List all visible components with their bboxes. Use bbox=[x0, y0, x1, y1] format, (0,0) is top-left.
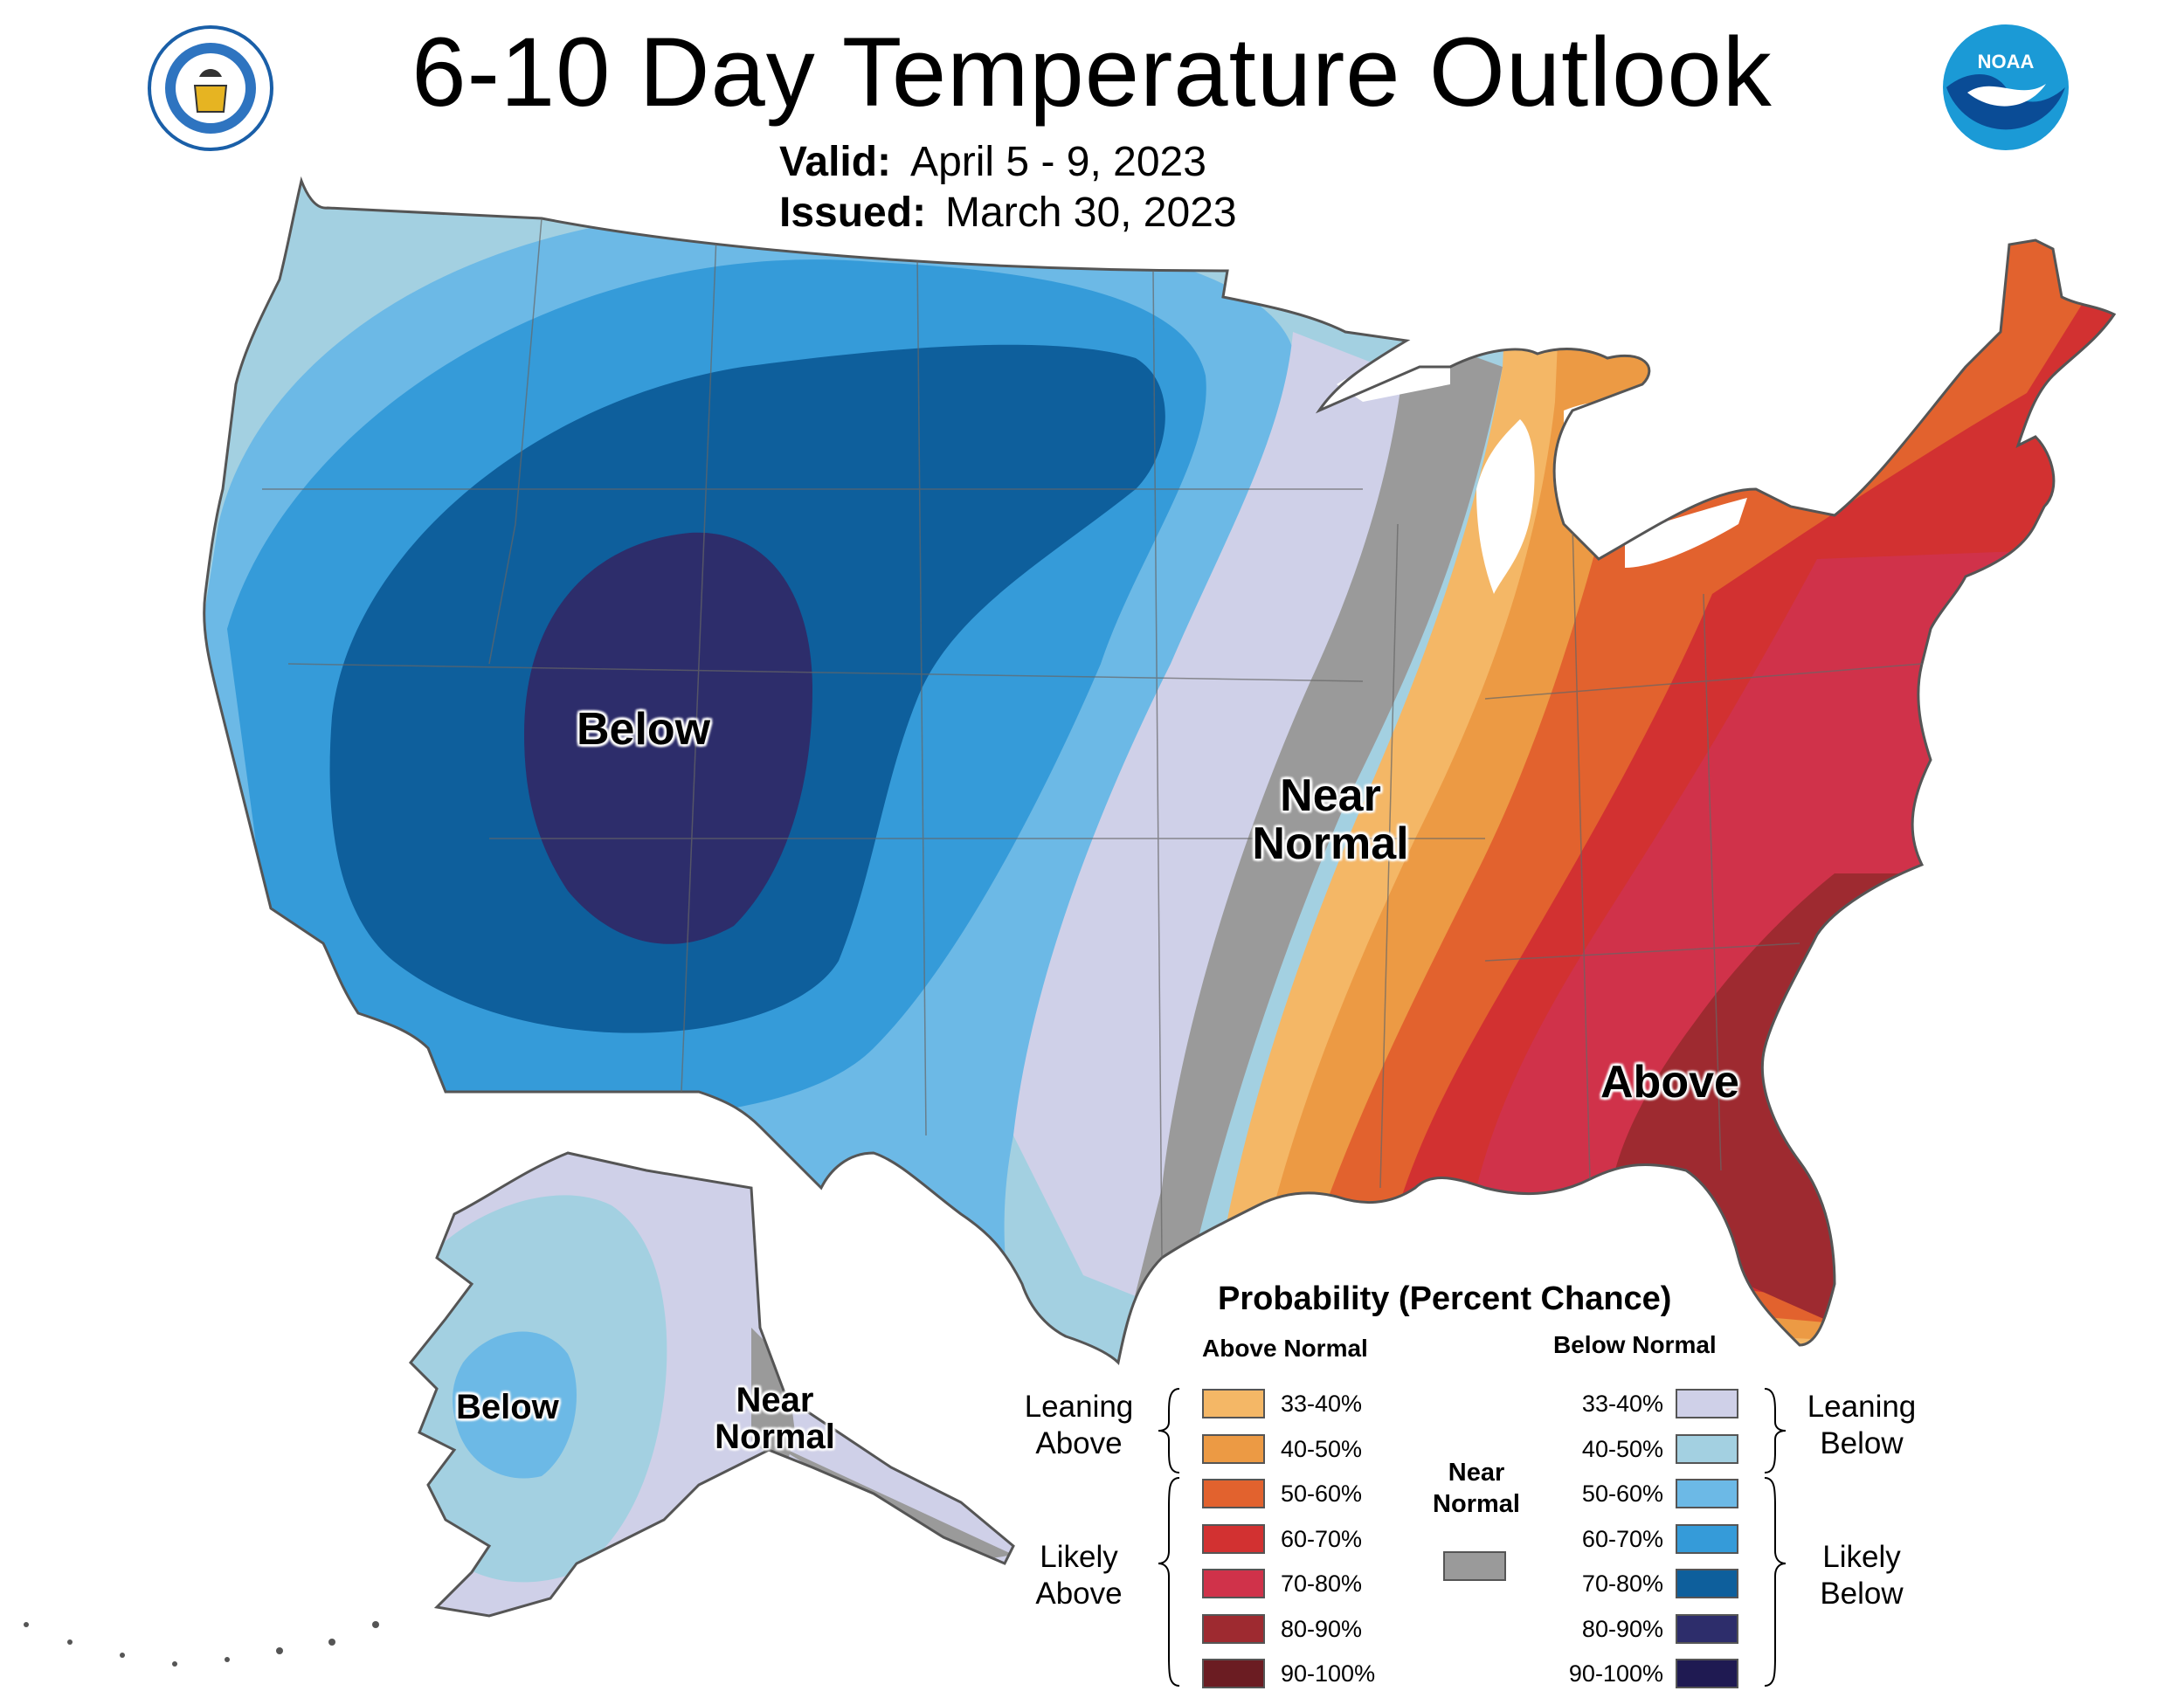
valid-value: April 5 - 9, 2023 bbox=[910, 139, 1206, 185]
label-near-normal-line2: Normal bbox=[1252, 818, 1409, 869]
legend-below-percent-label: 80-90% bbox=[1581, 1615, 1663, 1642]
legend-near-normal-header: Near Normal bbox=[1415, 1457, 1538, 1521]
legend-below-swatch bbox=[1676, 1523, 1738, 1554]
legend-near-normal-swatch bbox=[1443, 1551, 1506, 1581]
issued-label: Issued: bbox=[779, 190, 927, 236]
near-header-line2: Normal bbox=[1433, 1490, 1520, 1519]
commerce-seal-icon bbox=[148, 25, 273, 151]
noaa-logo-icon: NOAA bbox=[1943, 24, 2069, 150]
leaning-below-line2: Below bbox=[1820, 1426, 1904, 1460]
legend-leaning-below: Leaning Below bbox=[1787, 1389, 1936, 1462]
legend-below-swatch bbox=[1676, 1389, 1738, 1418]
legend-above-percent-label: 33-40% bbox=[1281, 1391, 1363, 1417]
leaning-above-line2: Above bbox=[1035, 1426, 1123, 1460]
legend-above-percent-label: 80-90% bbox=[1281, 1615, 1363, 1642]
likely-below-line2: Below bbox=[1820, 1577, 1904, 1611]
legend-below-swatch bbox=[1676, 1569, 1738, 1598]
legend-below-swatch bbox=[1676, 1659, 1738, 1688]
legend-above-percent-label: 40-50% bbox=[1281, 1435, 1363, 1462]
label-ak-near-line1: Near bbox=[736, 1381, 814, 1419]
legend-above-percent-label: 70-80% bbox=[1281, 1570, 1363, 1597]
legend-below-swatch bbox=[1676, 1433, 1738, 1464]
label-above-conus: Above bbox=[1600, 1057, 1739, 1108]
legend-below-percent-label: 70-80% bbox=[1581, 1570, 1663, 1597]
label-ak-near-line2: Normal bbox=[715, 1418, 835, 1456]
likely-above-line1: Likely bbox=[1040, 1540, 1118, 1574]
legend-below-header: Below Normal bbox=[1553, 1331, 1717, 1358]
legend-leaning-above: Leaning Above bbox=[1005, 1389, 1153, 1462]
label-below-conus: Below bbox=[577, 704, 711, 755]
legend-above-swatch bbox=[1202, 1569, 1265, 1598]
legend-below-percent-label: 60-70% bbox=[1581, 1525, 1663, 1552]
legend-below-swatch bbox=[1676, 1479, 1738, 1508]
legend-title: Probability (Percent Chance) bbox=[1218, 1280, 1672, 1317]
valid-label: Valid: bbox=[779, 139, 892, 185]
legend-above-swatch bbox=[1202, 1613, 1265, 1644]
issued-row: Issued: March 30, 2023 bbox=[779, 189, 1237, 237]
near-header-line1: Near bbox=[1448, 1459, 1505, 1487]
page-title: 6-10 Day Temperature Outlook bbox=[411, 17, 1773, 127]
legend-below-percent-label: 40-50% bbox=[1581, 1435, 1663, 1462]
legend-above-swatch bbox=[1202, 1659, 1265, 1688]
valid-row: Valid: April 5 - 9, 2023 bbox=[779, 138, 1206, 186]
legend-above-swatch bbox=[1202, 1479, 1265, 1508]
legend-below-swatch bbox=[1676, 1613, 1738, 1644]
legend-above-header: Above Normal bbox=[1202, 1335, 1368, 1362]
legend-above-swatch bbox=[1202, 1433, 1265, 1464]
legend-below-percent-label: 50-60% bbox=[1581, 1480, 1663, 1507]
legend-above-percent-label: 90-100% bbox=[1281, 1660, 1376, 1687]
label-near-normal-alaska: Near Normal bbox=[709, 1382, 840, 1455]
legend-above-swatch bbox=[1202, 1523, 1265, 1554]
legend-above-percent-label: 60-70% bbox=[1281, 1525, 1363, 1552]
likely-above-line2: Above bbox=[1035, 1577, 1123, 1611]
legend-braces-right bbox=[1764, 1388, 1787, 1687]
legend-below-percent-label: 33-40% bbox=[1581, 1391, 1663, 1417]
legend-likely-above: Likely Above bbox=[1005, 1539, 1153, 1612]
legend-likely-below: Likely Below bbox=[1787, 1539, 1936, 1612]
label-near-normal-conus: Near Normal bbox=[1239, 772, 1422, 867]
legend-below-percent-label: 90-100% bbox=[1568, 1660, 1663, 1687]
issued-value: March 30, 2023 bbox=[945, 190, 1237, 236]
label-below-alaska: Below bbox=[456, 1388, 559, 1426]
likely-below-line1: Likely bbox=[1822, 1540, 1901, 1574]
legend-above-percent-label: 50-60% bbox=[1281, 1480, 1363, 1507]
leaning-above-line1: Leaning bbox=[1024, 1390, 1134, 1424]
legend-above-swatch bbox=[1202, 1389, 1265, 1418]
label-near-normal-line1: Near bbox=[1280, 770, 1381, 821]
legend-braces-left bbox=[1158, 1388, 1180, 1687]
noaa-logo-text: NOAA bbox=[1978, 51, 2035, 72]
leaning-below-line1: Leaning bbox=[1807, 1390, 1917, 1424]
